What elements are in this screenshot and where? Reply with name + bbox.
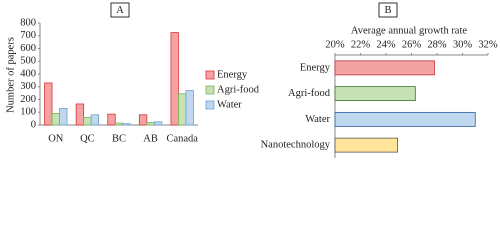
y-tick-label: Nanotechnology	[261, 140, 331, 151]
bar	[138, 114, 148, 126]
figure: A B Average annual growth rate Number of…	[5, 2, 498, 158]
legend-label: Energy	[217, 69, 248, 80]
x-tick-label: 28%	[427, 39, 447, 50]
y-tick-label: 100	[20, 107, 36, 118]
bar	[114, 122, 124, 126]
bar	[153, 121, 163, 126]
panel-label: B	[384, 5, 391, 16]
x-tick-label: ON	[48, 133, 64, 144]
x-tick-label: 22%	[351, 39, 371, 50]
bar	[122, 123, 131, 126]
y-tick-label: 300	[20, 81, 36, 92]
bar	[170, 32, 179, 126]
y-tick-label: 500	[20, 56, 36, 67]
panel-label: A	[116, 5, 124, 16]
bar	[51, 113, 60, 126]
bar	[90, 114, 100, 126]
legend-swatch	[205, 100, 215, 110]
y-axis-label: Number of papers	[5, 37, 16, 113]
x-tick-label: 32%	[478, 39, 498, 50]
y-tick-label: Energy	[300, 62, 331, 73]
y-tick-label: 700	[20, 30, 36, 41]
legend-label: Agri-food	[217, 84, 260, 95]
x-tick-label: 20%	[325, 39, 345, 50]
bar	[59, 108, 68, 126]
bar	[44, 82, 53, 126]
bar	[334, 86, 416, 102]
bar	[75, 103, 85, 126]
x-tick-label: 24%	[376, 39, 396, 50]
legend-swatch	[205, 70, 215, 80]
y-tick-label: 200	[20, 94, 36, 105]
bar	[178, 93, 187, 126]
panel-box	[110, 2, 130, 18]
y-tick-label: Water	[305, 114, 330, 125]
y-tick-label: Agri-food	[288, 88, 331, 99]
x-tick-label: 30%	[453, 39, 473, 50]
x-tick-label: Canada	[166, 133, 198, 144]
bar	[146, 122, 155, 126]
bar	[107, 113, 116, 126]
bar	[334, 137, 398, 153]
x-tick-label: QC	[80, 133, 95, 144]
bar	[185, 90, 194, 126]
legend-swatch	[205, 85, 215, 95]
x-tick-label: AB	[143, 133, 158, 144]
y-tick-label: 0	[31, 119, 36, 130]
legend-label: Water	[217, 99, 242, 110]
y-tick-label: 800	[20, 17, 36, 28]
x-tick-label: BC	[112, 133, 126, 144]
chart-title: Average annual growth rate	[351, 25, 467, 36]
y-tick-label: 400	[20, 68, 36, 79]
x-tick-label: 26%	[402, 39, 422, 50]
panel-box	[378, 2, 398, 18]
bar	[334, 60, 435, 76]
bar	[83, 116, 92, 126]
y-tick-label: 600	[20, 43, 36, 54]
bar	[334, 111, 476, 127]
